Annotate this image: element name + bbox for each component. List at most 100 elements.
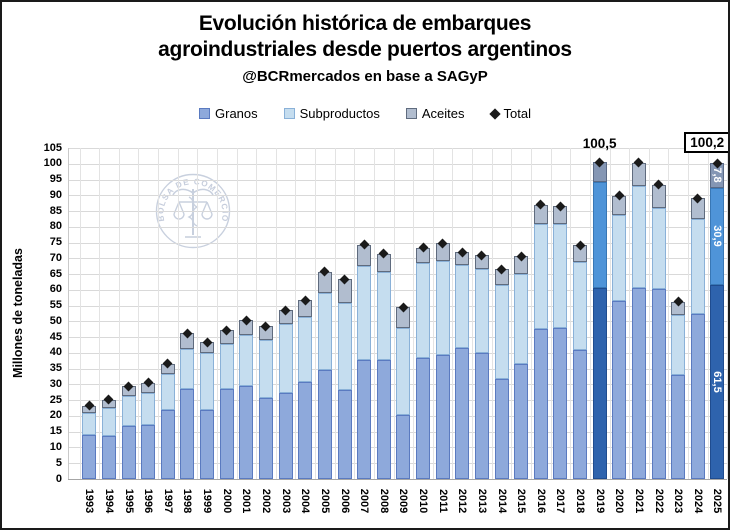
x-label-2015: 2015	[515, 488, 528, 514]
bar-segment-1996-subproductos	[141, 392, 156, 426]
bar-segment-2010-subproductos	[416, 263, 431, 359]
x-label-2002: 2002	[259, 488, 272, 514]
y-tick-10: 10	[49, 440, 62, 453]
bar-segment-1997-subproductos	[160, 374, 175, 410]
x-label-2016: 2016	[534, 488, 547, 514]
bar-segment-1994-granos	[101, 436, 116, 479]
gridline-v	[413, 148, 415, 479]
gridline-v	[629, 148, 631, 479]
bar-segment-2025-granos	[710, 285, 725, 479]
bar-segment-2008-granos	[376, 360, 391, 479]
bar-segment-1995-subproductos	[121, 396, 136, 427]
y-tick-90: 90	[49, 188, 62, 201]
x-label-1996: 1996	[142, 488, 155, 514]
bar-segment-2001-subproductos	[239, 335, 254, 386]
bar-segment-2006-granos	[337, 390, 352, 479]
x-label-2021: 2021	[632, 488, 645, 514]
bar-segment-2018-subproductos	[573, 262, 588, 350]
gridline-h-60	[68, 289, 728, 291]
segment-label-2025-granos: 61,5	[711, 371, 724, 393]
gridline-v	[648, 148, 650, 479]
legend-label-subproductos: Subproductos	[299, 106, 380, 121]
bar-segment-2016-granos	[533, 329, 548, 479]
bar-segment-2003-subproductos	[278, 323, 293, 393]
segment-label-2025-subproductos: 30,9	[711, 225, 724, 248]
bar-segment-2018-granos	[573, 349, 588, 479]
legend-label-aceites: Aceites	[421, 106, 465, 121]
bar-segment-1999-granos	[200, 409, 215, 479]
bar-segment-2009-granos	[396, 414, 411, 479]
annotation-2019: 100,5	[582, 136, 617, 151]
bar-segment-1999-subproductos	[200, 353, 215, 410]
gridline-v	[236, 148, 238, 479]
gridline-v	[158, 148, 160, 479]
bar-segment-2002-subproductos	[258, 340, 273, 398]
x-label-2011: 2011	[436, 489, 449, 513]
x-label-2005: 2005	[318, 488, 331, 514]
gridline-v	[550, 148, 552, 479]
y-tick-20: 20	[49, 409, 62, 422]
y-axis-line	[68, 148, 69, 479]
x-label-1995: 1995	[122, 488, 135, 514]
x-label-2004: 2004	[299, 488, 312, 514]
bar-segment-2014-subproductos	[494, 285, 509, 380]
x-label-2012: 2012	[456, 488, 469, 514]
gridline-v	[511, 148, 513, 479]
bar-segment-2017-subproductos	[553, 223, 568, 328]
annotation-2025: 100,2	[684, 132, 728, 153]
legend-item-subproductos: Subproductos	[283, 106, 380, 121]
x-label-2010: 2010	[417, 488, 430, 514]
bar-segment-2021-granos	[631, 288, 646, 479]
bar-segment-2008-subproductos	[376, 272, 391, 361]
gridline-v	[99, 148, 101, 479]
y-tick-100: 100	[43, 157, 62, 170]
x-axis-line	[68, 479, 728, 480]
gridline-v	[295, 148, 297, 479]
bar-segment-2007-subproductos	[357, 265, 372, 361]
bar-segment-2001-granos	[239, 386, 254, 479]
bar-segment-2021-subproductos	[631, 186, 646, 289]
x-label-2009: 2009	[397, 488, 410, 514]
bar-segment-2006-subproductos	[337, 303, 352, 391]
bar-segment-2013-granos	[474, 353, 489, 479]
x-label-1999: 1999	[201, 488, 214, 514]
x-label-1997: 1997	[161, 488, 174, 514]
x-label-2018: 2018	[574, 488, 587, 514]
gridline-h-95	[68, 179, 728, 181]
x-label-2023: 2023	[672, 488, 685, 514]
aceites-swatch-icon	[405, 108, 417, 119]
gridline-h-70	[68, 258, 728, 260]
y-tick-95: 95	[49, 173, 62, 186]
x-label-2001: 2001	[240, 488, 253, 514]
y-tick-15: 15	[49, 425, 62, 438]
gridline-h-80	[68, 226, 728, 228]
bar-segment-2025-subproductos	[710, 187, 725, 286]
gridline-v	[452, 148, 454, 479]
gridline-v	[138, 148, 140, 479]
gridline-v	[315, 148, 317, 479]
gridline-v	[79, 148, 81, 479]
y-tick-65: 65	[49, 267, 62, 280]
bar-segment-2005-subproductos	[317, 293, 332, 370]
bar-segment-2007-granos	[357, 360, 372, 479]
gridline-v	[197, 148, 199, 479]
legend: Granos Subproductos Aceites Total	[2, 106, 728, 121]
bar-segment-2012-granos	[455, 348, 470, 479]
bar-segment-2022-subproductos	[651, 207, 666, 289]
bar-segment-2004-subproductos	[298, 316, 313, 382]
gridline-h-85	[68, 211, 728, 213]
bar-segment-2002-granos	[258, 397, 273, 479]
y-tick-60: 60	[49, 283, 62, 296]
y-tick-0: 0	[55, 472, 62, 485]
bar-segment-1998-subproductos	[180, 348, 195, 390]
legend-item-total: Total	[488, 106, 531, 121]
x-label-2022: 2022	[652, 488, 665, 514]
legend-label-granos: Granos	[215, 106, 258, 121]
bar-segment-2000-subproductos	[219, 343, 234, 390]
bar-segment-2019-granos	[592, 288, 607, 479]
x-label-2014: 2014	[495, 488, 508, 514]
bar-segment-2023-granos	[671, 375, 686, 479]
x-label-2024: 2024	[691, 488, 704, 514]
